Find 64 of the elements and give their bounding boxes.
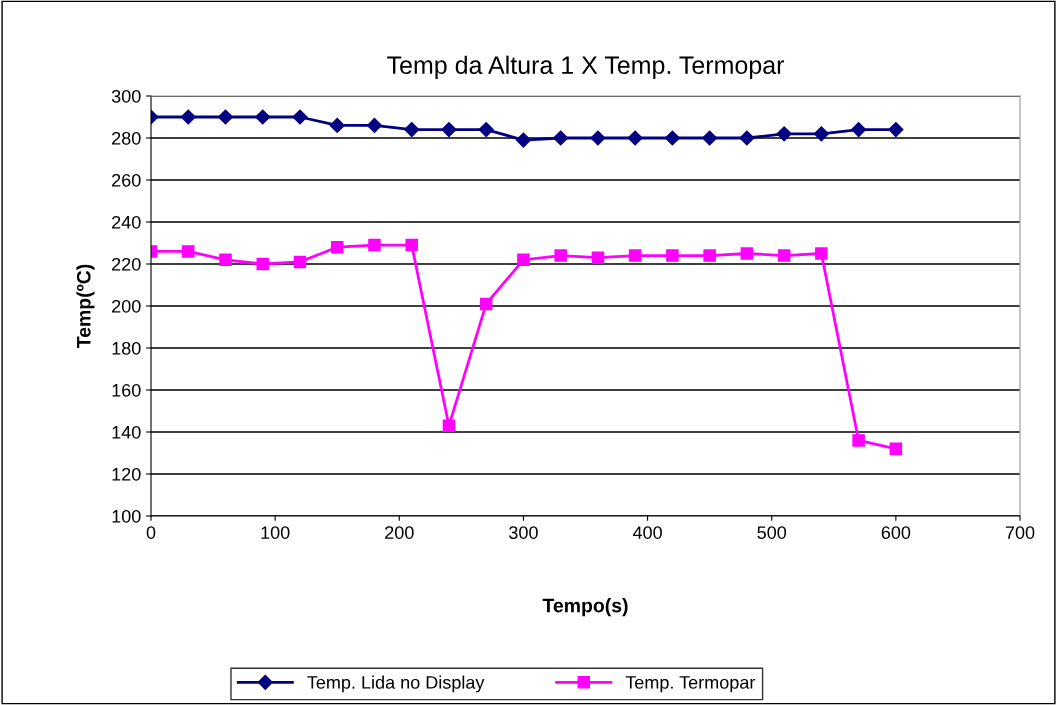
y-tick-label: 160 (112, 383, 141, 397)
point (628, 249, 642, 262)
x-tick-label: 600 (881, 526, 911, 539)
point (517, 253, 530, 267)
point (664, 130, 680, 146)
point (888, 122, 904, 138)
x-tick-label: 100 (261, 526, 290, 539)
point (703, 249, 716, 262)
y-tick-label: 180 (112, 341, 141, 355)
point (666, 249, 679, 262)
point (478, 122, 494, 138)
y-tick-label: 300 (111, 89, 141, 103)
point (441, 122, 457, 138)
y-tick-label: 220 (112, 257, 141, 271)
point (590, 130, 606, 146)
y-tick-label: 120 (112, 467, 141, 481)
y-tick-label: 200 (112, 299, 141, 313)
x-tick-label: 400 (632, 526, 662, 539)
point (591, 251, 605, 264)
y-tick-label: 240 (112, 215, 141, 229)
legend-label: Temp. Termopar (625, 676, 756, 693)
point (815, 247, 828, 260)
point (852, 434, 865, 447)
point (442, 419, 456, 432)
point (181, 245, 195, 258)
point (329, 117, 345, 133)
y-tick-label: 140 (112, 425, 141, 439)
point (813, 126, 829, 142)
y-tick-label: 260 (112, 173, 141, 187)
point (255, 109, 271, 125)
point (405, 238, 418, 252)
x-tick-label: 700 (1005, 526, 1035, 539)
x-tick-label: 0 (146, 526, 156, 539)
point (219, 253, 232, 267)
point (330, 240, 344, 254)
x-tick-label: 300 (509, 526, 538, 539)
point (256, 257, 269, 271)
point (366, 117, 383, 133)
point (851, 122, 867, 138)
chart-title: Temp da Altura 1 X Temp. Termopar (387, 55, 785, 79)
point (293, 255, 307, 269)
legend-label: Temp. Lida no Display (307, 675, 485, 693)
y-tick-label: 100 (112, 509, 141, 523)
point (702, 130, 718, 146)
point (739, 130, 755, 146)
point (217, 109, 234, 125)
point (776, 126, 792, 142)
x-tick-label: 500 (757, 526, 787, 539)
point (368, 238, 381, 252)
point (479, 297, 493, 311)
point (889, 442, 903, 456)
point (292, 109, 308, 125)
point (515, 132, 531, 148)
point (553, 130, 569, 146)
point (180, 109, 196, 125)
point (740, 247, 754, 260)
y-axis-title: Temp(ºC) (76, 264, 95, 349)
point (777, 249, 791, 262)
point (627, 130, 643, 146)
point (554, 249, 567, 262)
y-tick-label: 280 (112, 131, 141, 145)
x-axis-title: Tempo(s) (542, 598, 628, 617)
x-tick-label: 200 (385, 526, 414, 539)
point (404, 122, 420, 138)
